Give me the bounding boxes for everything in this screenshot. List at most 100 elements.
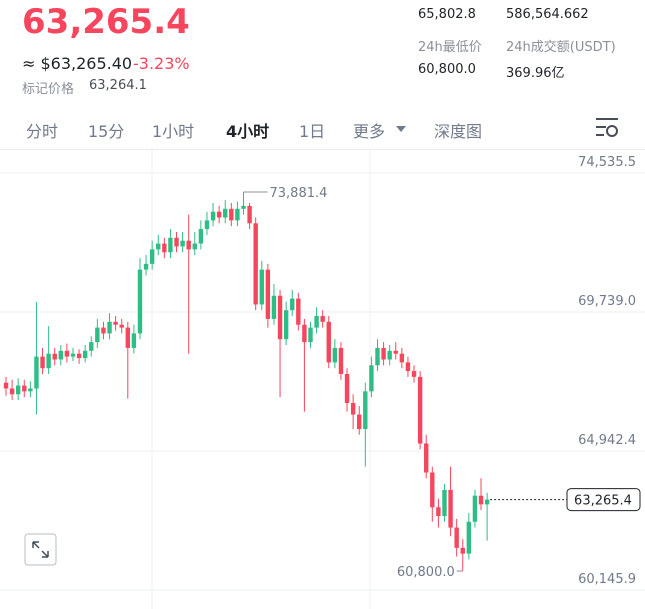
stat-label: 24h最低价 [418,40,482,55]
candle-body [156,243,161,250]
candle-body [442,489,447,516]
candle-body [271,295,277,319]
high-annotation: 73,881.4 [270,186,328,201]
candle-body [34,356,39,389]
change-percent: -3.23% [133,54,190,73]
candle-body [430,472,435,508]
last-price-box [566,488,641,512]
candle-body [387,350,392,360]
tab[interactable]: 1小时 [152,122,195,141]
candle-body [95,327,100,343]
expand-button[interactable] [24,533,57,566]
last-price: 63,265.4 [22,2,190,42]
candle-body [58,350,64,360]
candle-body [162,243,167,253]
approx-price: ≈ $63,265.40 [22,54,133,73]
candle-body [417,376,423,444]
candle-body [478,495,484,505]
mark-price: 63,264.1 [89,78,147,93]
candle-body [320,316,325,322]
mark-label: 标记价格 [22,82,75,97]
y-tick-label: 64,942.4 [578,433,636,448]
candle-body [454,527,459,548]
candle-body [290,298,295,311]
candle-body [204,220,210,230]
candle-body [223,208,228,218]
candle-body [411,371,417,377]
candle-body [460,547,465,554]
candle-body [424,443,429,473]
candle-body [70,353,76,357]
candle-body [241,205,246,209]
candle-body [436,507,441,516]
candle-body [113,321,118,325]
candle-body [15,385,21,395]
candle-body [137,269,143,334]
candle-body [22,385,27,392]
candle-body [296,298,301,325]
candle-body [338,347,344,374]
tab[interactable]: 1日 [299,122,326,141]
candle-body [302,324,307,343]
tab[interactable]: 分时 [26,122,59,141]
candle-body [168,237,173,253]
expand-icon [32,541,49,558]
candle-body [119,324,124,328]
candle-body [143,263,149,270]
divider [0,149,645,150]
candle-body [9,388,15,395]
candle-body [247,205,252,224]
candle-body [46,353,51,369]
candle-body [381,347,386,360]
tab[interactable]: 深度图 [434,122,483,141]
last-price-label: 63,265.4 [574,494,632,509]
candle-body [326,321,331,363]
tab[interactable]: 4小时 [226,122,270,141]
candle-body [375,347,380,366]
candle-body [308,327,313,343]
y-tick-label: 74,535.5 [578,155,636,170]
candle-body [107,321,112,334]
settings-icon[interactable] [592,114,622,142]
candle-body [393,350,398,354]
candle-body [277,295,283,340]
candle-body [149,249,155,264]
candle-body [52,353,57,360]
candle-body [229,208,234,221]
candle-body [40,356,45,369]
candle-body [484,499,490,505]
candle-body [28,388,33,392]
candle-body [216,211,222,218]
tab[interactable]: 15分 [88,122,125,141]
candle-body [131,333,137,348]
candle-body [344,373,350,403]
stat-value: 586,564.662 [506,7,589,22]
candle-body [180,240,185,247]
tab[interactable]: 更多 [353,122,386,141]
candle-body [76,353,82,359]
candle-body [466,521,472,554]
candle-body [369,365,374,392]
candle-body [357,414,362,430]
candle-body [198,229,204,244]
candle-body [101,327,106,334]
candle-body [283,310,289,340]
stat-value: 65,802.8 [418,7,476,22]
candle-body [259,269,264,305]
candle-body [3,382,9,389]
y-tick-label: 69,739.0 [578,294,636,309]
candle-body [210,211,216,221]
candle-body [89,342,94,351]
candle-body [472,495,478,522]
candle-body [82,350,88,359]
chart: 60,145.9 64,942.4 69,739.0 74,535.5 73,881.4… [0,150,645,609]
candle-body [265,269,271,319]
stat-label: 24h成交额(USDT) [506,40,616,55]
candle-body [235,208,240,221]
candle-body [253,223,258,305]
candle-body [64,350,70,357]
candle-body [399,353,405,363]
candle-body [192,243,197,250]
candle-body [405,362,411,372]
